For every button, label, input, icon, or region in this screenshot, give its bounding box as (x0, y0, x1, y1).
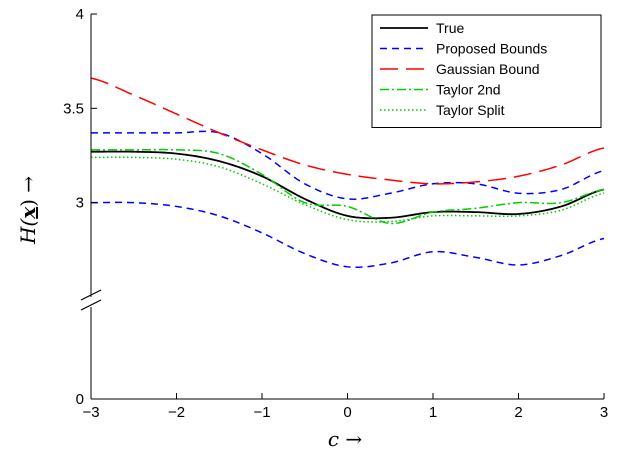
x-tick-label: 2 (514, 404, 522, 421)
axis-break-mark-1 (80, 289, 102, 301)
legend: True Proposed Bounds Gaussian Bound Taylor … (371, 14, 602, 128)
y-tick-label: 0 (76, 391, 84, 408)
x-tick-label: −2 (168, 404, 185, 421)
x-tick-label: 3 (600, 404, 608, 421)
x-tick-label: −3 (82, 404, 99, 421)
y-tick-label: 3 (76, 195, 84, 212)
series-line-2 (90, 201, 605, 269)
legend-label: True (436, 20, 464, 36)
ticks: −3 −2 −1 0 1 2 3 0 3 3.5 4 (63, 6, 608, 421)
x-tick-label: −1 (253, 404, 270, 421)
series-line-5 (90, 156, 605, 223)
y-tick-label: 4 (76, 6, 84, 23)
y-tick-label: 3.5 (63, 100, 84, 117)
legend-label: Taylor 2nd (436, 82, 501, 98)
x-tick-label: 0 (343, 404, 351, 421)
legend-label: Taylor Split (436, 102, 505, 118)
x-axis-label: c → (328, 427, 363, 451)
legend-box (371, 14, 602, 128)
series-line-0 (90, 150, 605, 220)
axis-break-mark-2 (80, 299, 102, 311)
series-line-1 (91, 130, 605, 200)
series-line-3 (90, 77, 605, 185)
y-axis-label: H(x) → (16, 176, 40, 245)
plot-lines (90, 77, 605, 269)
legend-label: Proposed Bounds (436, 41, 547, 57)
series-line-4 (91, 148, 605, 225)
legend-label: Gaussian Bound (436, 61, 540, 77)
x-tick-label: 1 (429, 404, 437, 421)
